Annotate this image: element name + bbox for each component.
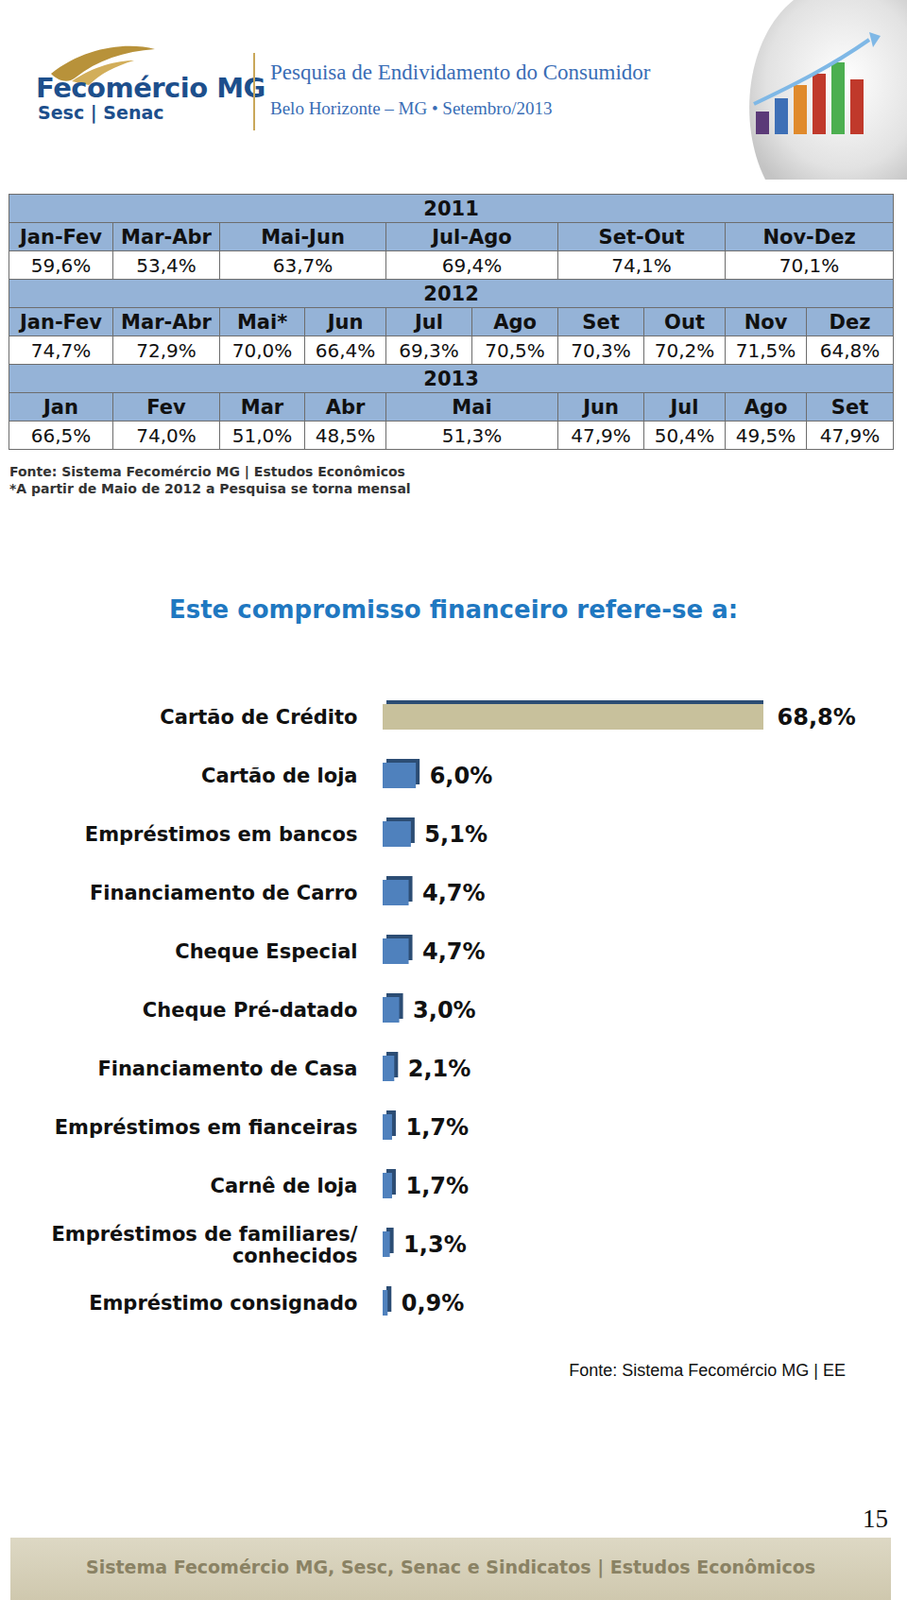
html-text:74,1%: 74,1% bbox=[611, 253, 672, 277]
html-text:51,0%: 51,0% bbox=[232, 423, 293, 447]
html-text:Jan-Fev: Jan-Fev bbox=[19, 225, 103, 249]
html-text:2012: 2012 bbox=[423, 282, 479, 305]
html-text:63,7%: 63,7% bbox=[272, 253, 333, 277]
svg-text:Financiamento de Casa: Financiamento de Casa bbox=[97, 1057, 358, 1080]
html-text:66,4%: 66,4% bbox=[315, 338, 376, 362]
html-text:Jul: Jul bbox=[414, 310, 444, 334]
svg-text:5,1%: 5,1% bbox=[424, 821, 488, 848]
svg-text:0,9%: 0,9% bbox=[401, 1289, 465, 1317]
svg-text:Empréstimos de familiares/conh: Empréstimos de familiares/conhecidos bbox=[51, 1222, 358, 1267]
html-text:Jan: Jan bbox=[43, 395, 79, 419]
svg-text:1,3%: 1,3% bbox=[403, 1231, 467, 1258]
html-text:Dez: Dez bbox=[829, 310, 871, 334]
html-text:Mar-Abr: Mar-Abr bbox=[121, 225, 212, 249]
html-text:50,4%: 50,4% bbox=[654, 423, 715, 447]
html-text:Fev: Fev bbox=[146, 395, 186, 419]
html-text:Pesquisa de Endividamento do C: Pesquisa de Endividamento do Consumidor bbox=[270, 60, 651, 85]
html-text:69,4%: 69,4% bbox=[441, 253, 502, 277]
html-text:Jul: Jul bbox=[670, 395, 699, 419]
html-text:2011: 2011 bbox=[423, 196, 479, 220]
html-text:70,2%: 70,2% bbox=[654, 338, 715, 362]
svg-text:Empréstimos em bancos: Empréstimos em bancos bbox=[85, 822, 359, 846]
html-text:Sistema Fecomércio MG, Sesc, S: Sistema Fecomércio MG, Sesc, Senac e Sin… bbox=[85, 1556, 816, 1577]
html-text:Set: Set bbox=[831, 395, 869, 419]
html-text:Set-Out: Set-Out bbox=[598, 225, 685, 249]
svg-text:1,7%: 1,7% bbox=[405, 1113, 469, 1141]
svg-text:Cartão de loja: Cartão de loja bbox=[201, 764, 358, 788]
svg-text:4,7%: 4,7% bbox=[422, 938, 486, 965]
html-text:Fonte: Sistema Fecomércio MG |: Fonte: Sistema Fecomércio MG | Estudos E… bbox=[9, 463, 406, 480]
html-text:64,8%: 64,8% bbox=[819, 338, 880, 362]
html-text:Jul-Ago: Jul-Ago bbox=[432, 225, 512, 249]
html-text:72,9%: 72,9% bbox=[136, 338, 197, 362]
html-text:Fonte: Sistema Fecomércio MG |: Fonte: Sistema Fecomércio MG | EE bbox=[568, 1360, 846, 1380]
svg-text:2,1%: 2,1% bbox=[408, 1055, 472, 1082]
html-text:69,3%: 69,3% bbox=[398, 338, 459, 362]
html-text:74,0%: 74,0% bbox=[136, 423, 197, 447]
svg-text:3,0%: 3,0% bbox=[412, 996, 477, 1024]
html-text:Ago: Ago bbox=[744, 395, 788, 419]
html-text:Set: Set bbox=[582, 310, 620, 334]
svg-text:Empréstimos em fianceiras: Empréstimos em fianceiras bbox=[54, 1115, 359, 1139]
html-text:Abr: Abr bbox=[325, 395, 365, 419]
html-text:47,9%: 47,9% bbox=[570, 423, 631, 447]
html-text:Fecomércio MG: Fecomércio MG bbox=[35, 71, 266, 104]
html-text:48,5%: 48,5% bbox=[315, 423, 376, 447]
html-text:Mai-Jun: Mai-Jun bbox=[260, 225, 345, 249]
html-text:70,0%: 70,0% bbox=[232, 338, 293, 362]
html-text:Mai*: Mai* bbox=[237, 310, 288, 334]
html-text:Jan-Fev: Jan-Fev bbox=[19, 310, 103, 334]
svg-text:1,7%: 1,7% bbox=[405, 1172, 469, 1199]
svg-text:Empréstimo consignado: Empréstimo consignado bbox=[88, 1291, 358, 1315]
html-text:59,6%: 59,6% bbox=[30, 253, 91, 277]
html-text:66,5%: 66,5% bbox=[30, 423, 91, 447]
svg-text:68,8%: 68,8% bbox=[777, 703, 856, 731]
html-text:Mar: Mar bbox=[240, 395, 284, 419]
svg-text:Cheque Especial: Cheque Especial bbox=[174, 940, 358, 963]
html-text:Nov: Nov bbox=[744, 310, 788, 334]
svg-text:Cheque Pré-datado: Cheque Pré-datado bbox=[142, 998, 359, 1022]
html-text:15: 15 bbox=[862, 1504, 889, 1533]
html-text:Sesc | Senac: Sesc | Senac bbox=[37, 102, 164, 123]
html-text:Jun: Jun bbox=[583, 395, 619, 419]
html-text:70,5%: 70,5% bbox=[484, 338, 545, 362]
html-text:*A partir de Maio de 2012 a Pe: *A partir de Maio de 2012 a Pesquisa se … bbox=[9, 480, 411, 497]
svg-text:Cartão de Crédito: Cartão de Crédito bbox=[159, 705, 358, 729]
html-text:2013: 2013 bbox=[423, 367, 479, 390]
html-text:74,7%: 74,7% bbox=[30, 338, 91, 362]
html-text:Mai: Mai bbox=[451, 395, 492, 419]
html-text:70,1%: 70,1% bbox=[779, 253, 840, 277]
svg-text:6,0%: 6,0% bbox=[429, 762, 494, 789]
html-text:71,5%: 71,5% bbox=[735, 338, 796, 362]
html-text:51,3%: 51,3% bbox=[441, 423, 502, 447]
html-text:47,9%: 47,9% bbox=[819, 423, 880, 447]
html-text:53,4%: 53,4% bbox=[136, 253, 197, 277]
svg-text:Financiamento de Carro: Financiamento de Carro bbox=[89, 881, 359, 905]
html-text:70,3%: 70,3% bbox=[570, 338, 631, 362]
html-text:Out: Out bbox=[664, 310, 705, 334]
html-text:Este compromisso financeiro re: Este compromisso financeiro refere-se a: bbox=[169, 595, 738, 624]
html-text:Nov-Dez: Nov-Dez bbox=[762, 225, 856, 249]
html-text:Ago: Ago bbox=[493, 310, 537, 334]
svg-text:4,7%: 4,7% bbox=[422, 879, 486, 907]
html-text:Belo Horizonte – MG • Setembro: Belo Horizonte – MG • Setembro/2013 bbox=[270, 98, 553, 119]
html-text:49,5%: 49,5% bbox=[735, 423, 796, 447]
html-text:Jun: Jun bbox=[327, 310, 364, 334]
html-text:Mar-Abr: Mar-Abr bbox=[121, 310, 212, 334]
svg-text:Carnê de loja: Carnê de loja bbox=[209, 1174, 358, 1198]
